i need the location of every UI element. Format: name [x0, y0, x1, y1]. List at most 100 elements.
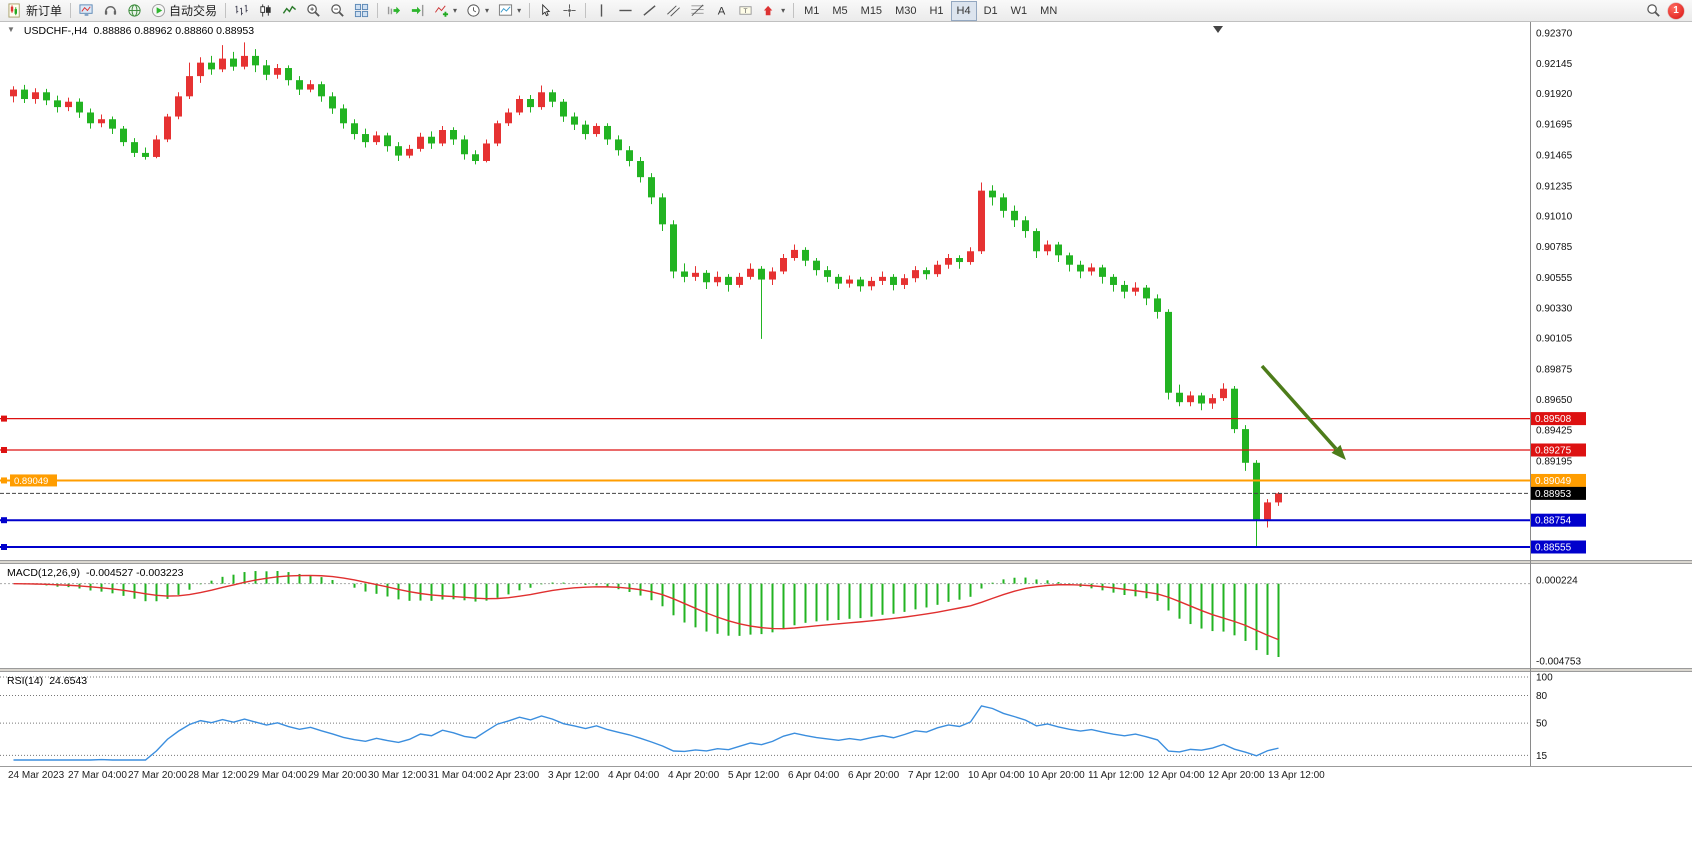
svg-text:0.91465: 0.91465	[1536, 150, 1573, 161]
svg-text:12 Apr 04:00: 12 Apr 04:00	[1148, 770, 1205, 781]
candle	[10, 89, 17, 97]
svg-text:28 Mar 12:00: 28 Mar 12:00	[188, 770, 247, 781]
svg-text:0.91010: 0.91010	[1536, 212, 1573, 223]
crosshair-button[interactable]	[558, 1, 581, 21]
candle	[208, 62, 215, 70]
tile-windows-icon	[354, 3, 369, 18]
tf-button-m15[interactable]: M15	[855, 1, 888, 21]
fibonacci-icon	[691, 4, 704, 16]
annotation-arrow[interactable]	[1260, 364, 1338, 450]
toolbar-separator	[585, 3, 587, 18]
svg-text:0.91235: 0.91235	[1536, 181, 1573, 192]
autotrading-icon	[151, 3, 166, 18]
svg-text:29 Mar 20:00: 29 Mar 20:00	[308, 770, 367, 781]
candle	[329, 96, 336, 109]
charts-button[interactable]	[75, 1, 98, 21]
zoom-in-button[interactable]	[302, 1, 325, 21]
auto-scroll-button[interactable]	[382, 1, 405, 21]
candle	[725, 276, 732, 285]
candle	[582, 124, 589, 135]
trendline-button[interactable]	[638, 1, 661, 21]
notification-badge[interactable]: 1	[1668, 2, 1684, 19]
horizontal-line-button[interactable]	[614, 1, 637, 21]
tf-button-mn[interactable]: MN	[1034, 1, 1063, 21]
tf-button-m30[interactable]: M30	[889, 1, 922, 21]
candle	[538, 92, 545, 108]
channel-button[interactable]	[662, 1, 685, 21]
search-button[interactable]	[1642, 1, 1665, 21]
period-button[interactable]: ▾	[462, 1, 493, 21]
chart-window: 0.89508 0.89275 0.89049 0.89049 0.88754 0.885…	[0, 22, 1692, 850]
indicators-button[interactable]: ▾	[430, 1, 461, 21]
candle	[1264, 502, 1271, 520]
charts-monitor-icon	[79, 4, 93, 16]
svg-text:0.89275: 0.89275	[1535, 445, 1572, 456]
fibonacci-button[interactable]	[686, 1, 709, 21]
candle	[384, 135, 391, 147]
globe-icon	[128, 4, 141, 17]
line-chart-button[interactable]	[278, 1, 301, 21]
svg-text:0.90330: 0.90330	[1536, 303, 1573, 314]
candle	[813, 260, 820, 271]
svg-text:T: T	[744, 8, 748, 15]
tf-button-d1[interactable]: D1	[978, 1, 1004, 21]
candle	[1198, 395, 1205, 404]
svg-text:100: 100	[1536, 673, 1553, 684]
svg-text:0.000224: 0.000224	[1536, 576, 1578, 587]
tile-windows-button[interactable]	[350, 1, 373, 21]
svg-text:6 Apr 04:00: 6 Apr 04:00	[788, 770, 840, 781]
autotrading-button[interactable]: 自动交易	[147, 1, 221, 21]
candle	[131, 142, 138, 153]
text-icon: A	[718, 5, 726, 17]
vertical-line-button[interactable]	[590, 1, 613, 21]
new-order-label: 新订单	[26, 4, 63, 18]
text-button[interactable]: A	[710, 1, 733, 21]
candle	[252, 55, 259, 66]
candle	[846, 279, 853, 284]
cursor-button[interactable]	[534, 1, 557, 21]
candle	[747, 268, 754, 277]
svg-text:80: 80	[1536, 691, 1548, 702]
candle	[1154, 298, 1161, 312]
candle	[1165, 311, 1172, 393]
candle	[285, 68, 292, 81]
candle	[296, 80, 303, 90]
candle	[76, 101, 83, 113]
label-button[interactable]: T	[734, 1, 757, 21]
auto-scroll-icon	[387, 6, 401, 15]
chart-shift-button[interactable]	[406, 1, 429, 21]
svg-text:0.89875: 0.89875	[1536, 365, 1573, 376]
svg-text:0.88754: 0.88754	[1535, 516, 1572, 527]
bar-chart-button[interactable]	[230, 1, 253, 21]
tf-button-h4[interactable]: H4	[950, 0, 977, 21]
toolbar-separator	[70, 3, 72, 18]
candle	[54, 100, 61, 108]
candle	[32, 92, 39, 100]
svg-text:15: 15	[1536, 751, 1548, 762]
candle	[373, 135, 380, 143]
candle	[241, 55, 248, 67]
voice-button[interactable]	[99, 1, 122, 21]
candle	[164, 116, 171, 140]
community-button[interactable]	[123, 1, 146, 21]
arrows-button[interactable]: ▾	[758, 1, 789, 21]
candle	[274, 68, 281, 75]
candle	[65, 101, 72, 108]
candle	[549, 92, 556, 102]
candle	[857, 279, 864, 287]
candlestick-chart-button[interactable]	[254, 1, 277, 21]
chart-shift-marker[interactable]	[1213, 26, 1223, 33]
zoom-out-button[interactable]	[326, 1, 349, 21]
chart-canvas[interactable]: 0.89508 0.89275 0.89049 0.89049 0.88754 0.885…	[0, 22, 1692, 784]
tf-button-m1[interactable]: M1	[798, 1, 825, 21]
tf-button-m5[interactable]: M5	[826, 1, 853, 21]
candle	[1055, 244, 1062, 256]
candle	[1099, 267, 1106, 277]
new-order-button[interactable]: 新订单	[4, 1, 66, 21]
template-button[interactable]: ▾	[494, 1, 525, 21]
tf-button-h1[interactable]: H1	[923, 1, 949, 21]
candle	[461, 139, 468, 155]
tf-button-w1[interactable]: W1	[1005, 1, 1034, 21]
candle	[1231, 388, 1238, 430]
candle	[186, 76, 193, 97]
